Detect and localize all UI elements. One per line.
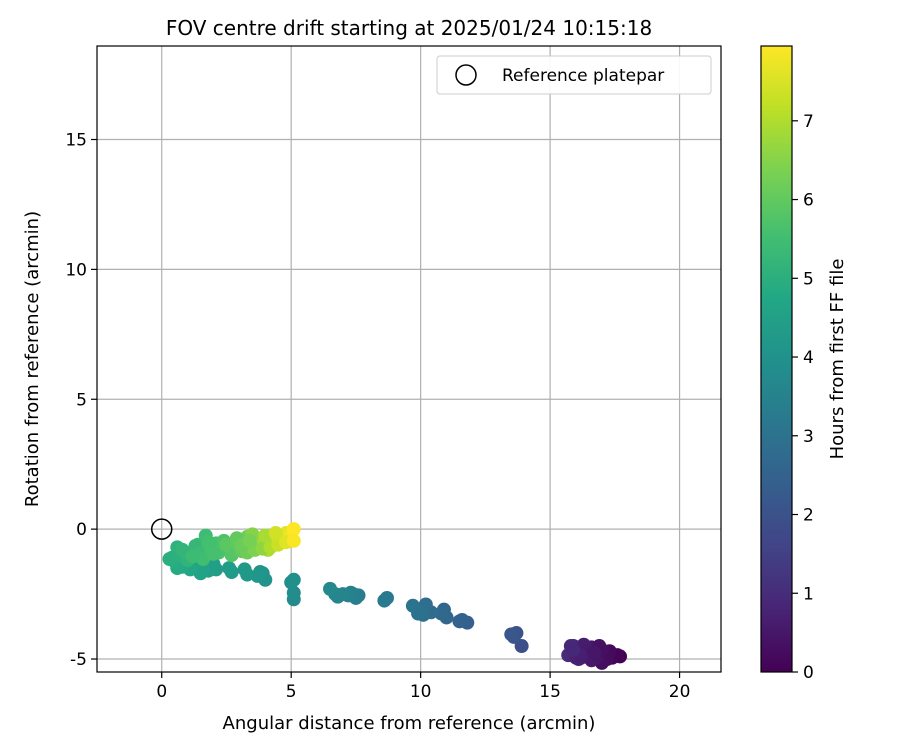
data-point — [405, 598, 420, 613]
plot-area-frame — [96, 45, 722, 673]
x-tick-label: 15 — [539, 682, 561, 702]
data-point — [201, 535, 216, 550]
y-tick-label: 5 — [76, 390, 87, 410]
colorbar — [760, 45, 793, 673]
data-point — [237, 562, 252, 577]
legend-box — [436, 55, 712, 95]
grid-lines — [97, 46, 721, 672]
data-point — [286, 533, 301, 548]
colorbar-ticks: 0 1 2 3 4 5 6 7 — [792, 112, 814, 683]
data-point — [504, 627, 519, 642]
data-point — [286, 522, 301, 537]
colorbar-label: Hours from first FF file — [827, 259, 848, 460]
data-point — [323, 581, 338, 596]
data-point — [242, 533, 257, 548]
data-point — [175, 542, 190, 557]
reference-platepar-marker — [150, 518, 173, 540]
legend-entry-reference-platepar: Reference platepar — [502, 66, 664, 86]
colorbar-tick-label: 2 — [803, 506, 814, 526]
legend: Reference platepar — [436, 55, 712, 95]
data-point — [268, 526, 283, 541]
colorbar-tick-label: 0 — [803, 663, 814, 683]
colorbar-tick-label: 4 — [803, 348, 814, 368]
colorbar-tick-label: 5 — [803, 269, 814, 289]
data-point — [250, 568, 265, 583]
y-tick-label: 0 — [76, 520, 87, 540]
colorbar-tick-label: 1 — [803, 584, 814, 604]
y-axis-ticks: -5 0 5 10 15 — [65, 131, 97, 670]
data-point — [222, 561, 237, 576]
x-axis-ticks: 0 5 10 15 20 — [156, 672, 690, 702]
colorbar-tick-label: 7 — [803, 112, 814, 132]
chart-title: FOV centre drift starting at 2025/01/24 … — [166, 16, 652, 40]
data-point — [377, 593, 392, 608]
data-point — [514, 639, 529, 654]
data-point — [566, 642, 581, 657]
x-tick-label: 20 — [669, 682, 691, 702]
y-tick-label: 10 — [65, 260, 87, 280]
data-point — [452, 614, 467, 629]
y-tick-label: 15 — [65, 131, 87, 151]
x-tick-label: 5 — [286, 682, 297, 702]
colorbar-tick-label: 3 — [803, 427, 814, 447]
x-axis-label: Angular distance from reference (arcmin) — [223, 713, 596, 734]
y-tick-label: -5 — [70, 650, 87, 670]
legend-marker-circle — [455, 64, 477, 86]
data-point — [286, 572, 301, 587]
data-point — [219, 537, 234, 552]
x-tick-label: 10 — [410, 682, 432, 702]
reference-point-marker — [150, 518, 173, 540]
x-tick-label: 0 — [156, 682, 167, 702]
y-axis-label: Rotation from reference (arcmin) — [22, 211, 43, 507]
scatter-points — [162, 522, 628, 670]
data-point — [587, 645, 602, 660]
data-point — [434, 606, 449, 621]
data-point — [185, 549, 200, 564]
data-point — [206, 546, 221, 561]
colorbar-tick-label: 6 — [803, 191, 814, 211]
